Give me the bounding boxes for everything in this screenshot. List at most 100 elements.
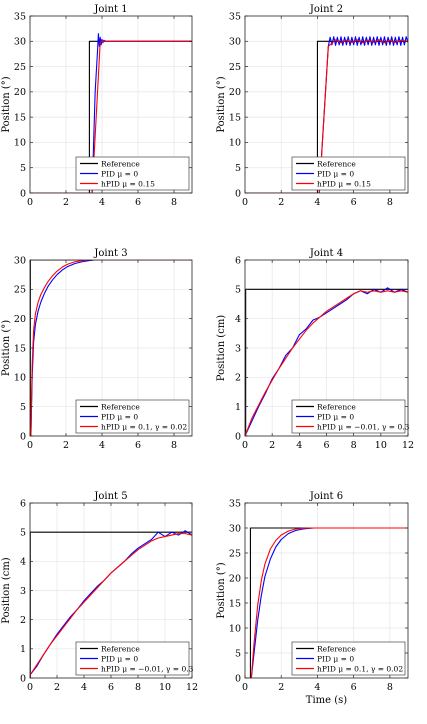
series-line-hpid <box>30 533 192 676</box>
y-tick-label: 30 <box>229 523 241 534</box>
y-tick-label: 6 <box>235 255 241 266</box>
axes-box <box>29 15 193 194</box>
y-tick-label: 10 <box>14 138 26 149</box>
x-tick-label: 10 <box>375 440 387 451</box>
x-tick-label: 2 <box>54 682 60 693</box>
legend-label: Reference <box>317 644 356 653</box>
x-axis-label: Time (s) <box>306 695 347 706</box>
legend-label: PID μ = 0 <box>101 654 138 663</box>
y-tick-label: 5 <box>20 163 26 174</box>
legend-label: Reference <box>317 402 356 411</box>
x-tick-label: 6 <box>351 197 357 208</box>
x-tick-label: 4 <box>81 682 87 693</box>
legend-label: Reference <box>101 402 140 411</box>
x-tick-label: 4 <box>296 440 302 451</box>
y-tick-label: 5 <box>20 527 26 538</box>
x-tick-label: 6 <box>108 682 114 693</box>
x-tick-label: 8 <box>135 682 141 693</box>
x-tick-label: 2 <box>269 440 275 451</box>
y-tick-label: 35 <box>229 498 241 509</box>
x-tick-label: 4 <box>99 440 105 451</box>
legend-label: hPID μ = 0.15 <box>317 179 371 188</box>
y-tick-label: 20 <box>14 314 26 325</box>
x-tick-label: 0 <box>242 440 248 451</box>
y-tick-label: 10 <box>229 138 241 149</box>
y-tick-label: 20 <box>229 573 241 584</box>
y-axis-label: Position (cm) <box>1 557 12 624</box>
x-tick-label: 4 <box>314 682 320 693</box>
legend-label: hPID μ = 0.15 <box>101 179 155 188</box>
series-line-hpid <box>245 39 408 193</box>
y-tick-label: 0 <box>20 188 26 199</box>
chart-title: Joint 2 <box>309 4 343 15</box>
chart-title: Joint 4 <box>309 248 343 259</box>
x-tick-label: 6 <box>351 682 357 693</box>
y-tick-label: 4 <box>20 557 26 568</box>
y-tick-label: 5 <box>20 402 26 413</box>
y-axis-label: Position (°) <box>216 562 227 618</box>
y-tick-label: 10 <box>229 623 241 634</box>
y-tick-label: 5 <box>235 163 241 174</box>
series-line-hpid <box>245 290 408 436</box>
x-tick-label: 6 <box>323 440 329 451</box>
y-tick-label: 3 <box>235 343 241 354</box>
y-axis-label: Position (cm) <box>216 315 227 382</box>
legend-label: hPID μ = 0.1, γ = 0.02 <box>101 422 187 431</box>
x-tick-label: 12 <box>402 440 414 451</box>
x-tick-label: 4 <box>99 197 105 208</box>
axes-box <box>244 15 409 194</box>
legend-label: hPID μ = −0.01, γ = 0.3 <box>317 422 410 431</box>
chart-title: Joint 3 <box>93 248 127 259</box>
x-tick-label: 4 <box>314 197 320 208</box>
y-tick-label: 15 <box>14 112 26 123</box>
y-tick-label: 2 <box>235 373 241 384</box>
x-tick-label: 8 <box>171 197 177 208</box>
series-line-pid <box>245 36 408 193</box>
x-tick-label: 2 <box>278 682 284 693</box>
x-tick-label: 8 <box>171 440 177 451</box>
subplot-6: 0 2 4 6 8 0 5 10 15 20 25 30 35 Joint 6 Position (°) Ti… <box>216 491 409 706</box>
y-tick-label: 30 <box>14 255 26 266</box>
subplot-3: 0 2 4 6 8 0 5 10 15 20 25 30 Joint 3 Position (°) Refe… <box>1 248 193 451</box>
y-tick-label: 0 <box>20 431 26 442</box>
chart-title: Joint 1 <box>93 4 127 15</box>
x-tick-label: 0 <box>27 440 33 451</box>
y-axis-label: Position (°) <box>216 76 227 132</box>
x-tick-label: 12 <box>186 682 198 693</box>
x-tick-label: 2 <box>63 440 69 451</box>
x-tick-label: 0 <box>27 682 33 693</box>
y-tick-label: 25 <box>229 548 241 559</box>
y-tick-label: 20 <box>229 87 241 98</box>
y-tick-label: 5 <box>235 648 241 659</box>
x-tick-label: 10 <box>159 682 171 693</box>
y-tick-label: 25 <box>229 62 241 73</box>
y-tick-label: 2 <box>20 615 26 626</box>
y-tick-label: 25 <box>14 285 26 296</box>
x-tick-label: 0 <box>242 682 248 693</box>
chart-title: Joint 6 <box>309 491 343 502</box>
y-tick-label: 35 <box>14 11 26 22</box>
legend-label: Reference <box>317 159 356 168</box>
legend-label: PID μ = 0 <box>101 412 138 421</box>
y-tick-label: 0 <box>235 188 241 199</box>
y-tick-label: 6 <box>20 498 26 509</box>
legend-label: PID μ = 0 <box>317 654 354 663</box>
y-tick-label: 3 <box>20 586 26 597</box>
legend-label: Reference <box>101 644 140 653</box>
x-tick-label: 0 <box>242 197 248 208</box>
y-tick-label: 1 <box>20 644 26 655</box>
x-tick-label: 6 <box>135 197 141 208</box>
y-tick-label: 30 <box>14 37 26 48</box>
y-tick-label: 4 <box>235 314 241 325</box>
y-tick-label: 15 <box>229 598 241 609</box>
y-tick-label: 1 <box>235 402 241 413</box>
chart-title: Joint 5 <box>93 491 127 502</box>
